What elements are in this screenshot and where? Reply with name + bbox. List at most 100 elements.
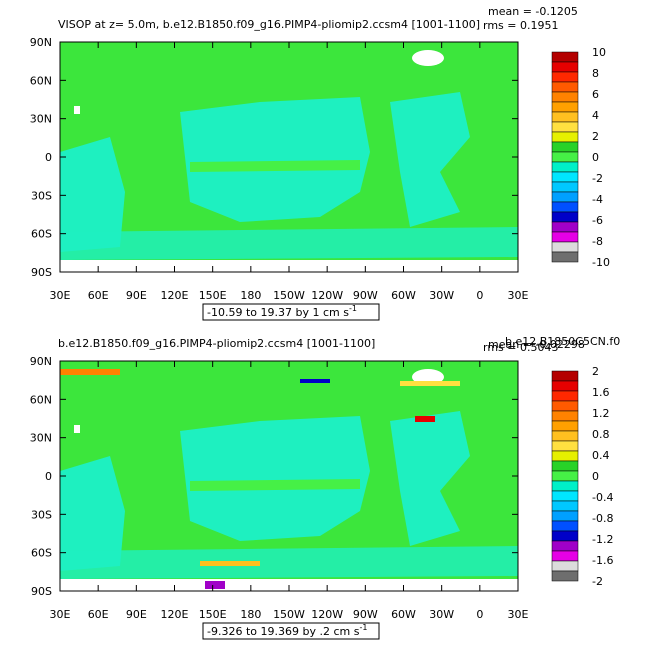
colorbar-box: [551, 101, 579, 113]
range-label: -9.326 to 19.369 by .2 cm s-1: [207, 623, 367, 638]
y-tick-label: 30S: [31, 189, 52, 202]
colorbar-box: [551, 71, 579, 83]
y-tick-label: 30N: [30, 113, 52, 126]
colorbar-box: [551, 211, 579, 223]
colorbar-label: 2: [592, 365, 599, 378]
y-tick-label: 90N: [30, 36, 52, 49]
y-tick-label: 60N: [30, 74, 52, 87]
rms-label: rms = 0.1951: [483, 19, 558, 32]
y-tick-label: 90S: [31, 266, 52, 279]
colorbar-label: 2: [592, 130, 599, 143]
colorbar-label: -1.2: [592, 533, 613, 546]
panel: VISOP at z= 5.0m, b.e12.B1850.f09_g16.PI…: [30, 5, 610, 321]
x-tick-label: 120W: [311, 608, 343, 621]
colorbar-box: [551, 410, 579, 422]
colorbar-box: [551, 161, 579, 173]
colorbar-box: [551, 400, 579, 412]
colorbar-box: [551, 61, 579, 73]
range-label: -10.59 to 19.37 by 1 cm s-1: [207, 304, 357, 319]
field-patch: [60, 369, 120, 375]
x-tick-label: 60W: [391, 289, 416, 302]
colorbar-label: 4: [592, 109, 599, 122]
colorbar-box: [551, 241, 579, 253]
colorbar-box: [551, 510, 579, 522]
colorbar-label: -0.4: [592, 491, 613, 504]
colorbar-box: [551, 440, 579, 452]
colorbar-label: 1.6: [592, 386, 610, 399]
field-patch: [205, 581, 225, 589]
map-field: [60, 361, 518, 591]
x-tick-label: 120E: [161, 289, 189, 302]
colorbar-label: -0.8: [592, 512, 613, 525]
colorbar-box: [551, 191, 579, 203]
y-tick-label: 0: [45, 470, 52, 483]
colorbar-box: [551, 171, 579, 183]
range-box: -10.59 to 19.37 by 1 cm s-1: [202, 303, 380, 321]
mean-label: mean = -0.02298: [488, 338, 585, 351]
range-frame: [202, 303, 380, 321]
panels: VISOP at z= 5.0m, b.e12.B1850.f09_g16.PI…: [30, 5, 620, 640]
y-tick-label: 0: [45, 151, 52, 164]
colorbar-label: -8: [592, 235, 603, 248]
field-patch: [400, 381, 460, 386]
colorbar-label: 0: [592, 151, 599, 164]
x-tick-label: 60E: [88, 289, 109, 302]
colorbar-box: [551, 560, 579, 572]
colorbar-box: [551, 91, 579, 103]
colorbar-box: [551, 380, 579, 392]
range-box: -9.326 to 19.369 by .2 cm s-1: [202, 622, 380, 640]
colorbar-box: [551, 500, 579, 512]
x-tick-label: 90E: [126, 608, 147, 621]
colorbar-box: [551, 181, 579, 193]
x-tick-label: 90E: [126, 289, 147, 302]
y-tick-label: 90S: [31, 585, 52, 598]
colorbar-box: [551, 221, 579, 233]
rms-label: rms = 0.5043: [483, 341, 558, 354]
colorbar-box: [551, 121, 579, 133]
colorbar-box: [551, 480, 579, 492]
y-tick-label: 60N: [30, 393, 52, 406]
colorbar-label: 10: [592, 46, 606, 59]
field-patch: [415, 416, 435, 422]
x-tick-label: 120E: [161, 608, 189, 621]
colorbar-box: [551, 51, 579, 63]
colorbar-label: -6: [592, 214, 603, 227]
colorbar-label: -4: [592, 193, 603, 206]
map-field: [60, 42, 518, 272]
range-text: -10.59 to 19.37 by 1 cm s: [207, 306, 349, 319]
colorbar-label: -10: [592, 256, 610, 269]
x-tick-label: 60E: [88, 608, 109, 621]
colorbar-box: [551, 540, 579, 552]
x-tick-label: 180: [240, 289, 261, 302]
y-tick-label: 60S: [31, 228, 52, 241]
colorbar-label: 6: [592, 88, 599, 101]
colorbar-box: [551, 430, 579, 442]
colorbar-label: -2: [592, 172, 603, 185]
x-tick-label: 30E: [50, 289, 71, 302]
colorbar-box: [551, 151, 579, 163]
colorbar-box: [551, 490, 579, 502]
colorbar-box: [551, 370, 579, 382]
colorbar-label: 8: [592, 67, 599, 80]
colorbar-box: [551, 460, 579, 472]
colorbar-label: -1.6: [592, 554, 613, 567]
range-text: -9.326 to 19.369 by .2 cm s: [207, 625, 360, 638]
x-tick-label: 60W: [391, 608, 416, 621]
x-tick-label: 90W: [353, 608, 378, 621]
colorbar-box: [551, 470, 579, 482]
x-tick-label: 30W: [429, 608, 454, 621]
colorbar-label: 1.2: [592, 407, 610, 420]
colorbar-label: 0.4: [592, 449, 610, 462]
colorbar-box: [551, 450, 579, 462]
colorbar-box: [551, 520, 579, 532]
colorbar-box: [551, 141, 579, 153]
colorbar-box: [551, 201, 579, 213]
colorbar-box: [551, 111, 579, 123]
case-label: b.e12.B1850C5CN.f0: [505, 335, 620, 348]
field-patch: [200, 561, 260, 566]
y-tick-label: 90N: [30, 355, 52, 368]
x-tick-label: 30E: [508, 608, 529, 621]
panel: b.e12.B1850.f09_g16.PIMP4-pliomip2.ccsm4…: [30, 335, 620, 640]
colorbar-box: [551, 530, 579, 542]
